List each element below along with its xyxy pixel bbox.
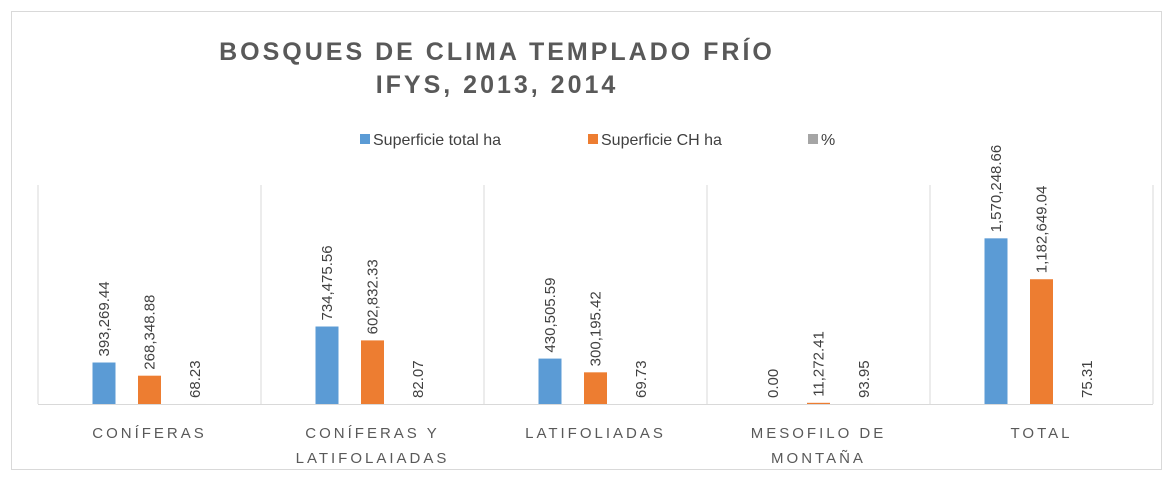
x-tick-label: LATIFOLIADAS	[525, 425, 666, 442]
data-label: 0.00	[765, 369, 782, 398]
data-label: 268,348.88	[142, 295, 159, 370]
data-label: 430,505.59	[542, 278, 559, 353]
bar	[92, 362, 116, 404]
legend-label: Superficie CH ha	[601, 132, 722, 149]
chart-title: BOSQUES DE CLIMA TEMPLADO FRÍO	[219, 37, 775, 66]
x-tick-label: CONÍFERAS	[92, 425, 207, 442]
legend-label: Superficie total ha	[373, 132, 501, 149]
data-label: 11,272.41	[811, 331, 828, 397]
x-tick-label: MESOFILO DE MONTAÑA	[750, 425, 887, 467]
data-label: 82.07	[410, 360, 427, 398]
bar	[361, 340, 384, 404]
bar	[138, 375, 161, 404]
legend-swatch	[360, 134, 370, 144]
bar	[538, 358, 562, 404]
data-label: 68.23	[187, 360, 204, 398]
bar	[584, 372, 607, 404]
legend-label: %	[821, 132, 835, 149]
x-tick-label: CONÍFERAS Y LATIFOLAIADAS	[295, 425, 450, 467]
legend-swatch	[588, 134, 598, 144]
bar	[1030, 279, 1053, 404]
data-label: 93.95	[856, 360, 873, 398]
data-label: 1,182,649.04	[1034, 186, 1051, 274]
data-label: 602,832.33	[365, 259, 382, 334]
data-label: 69.73	[633, 360, 650, 398]
bar	[315, 326, 339, 404]
bar	[984, 238, 1008, 404]
bar	[807, 402, 830, 404]
x-tick-label: TOTAL	[1010, 425, 1073, 442]
legend-swatch	[808, 134, 818, 144]
data-label: 1,570,248.66	[988, 145, 1005, 233]
chart-subtitle: IFYS, 2013, 2014	[376, 71, 619, 99]
data-label: 75.31	[1079, 360, 1096, 398]
data-label: 300,195.42	[588, 291, 605, 366]
data-label: 734,475.56	[319, 245, 336, 320]
data-label: 393,269.44	[96, 281, 113, 356]
